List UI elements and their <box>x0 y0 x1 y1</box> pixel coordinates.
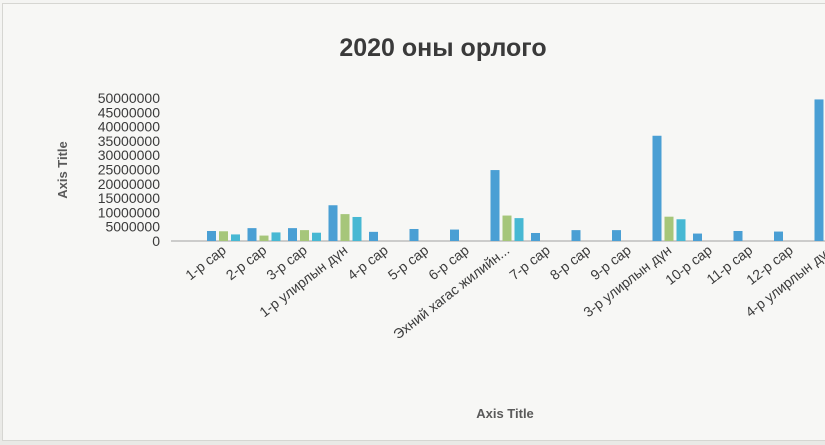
bar-2-series-0 <box>288 228 297 241</box>
bar-11-series-1 <box>664 216 674 241</box>
y-tick-label: 0 <box>152 233 160 249</box>
bar-series-group <box>207 99 824 242</box>
x-tick-label: 2-р сар <box>223 242 270 283</box>
y-axis-ticks: 5000000045000000400000003500000030000000… <box>98 90 161 249</box>
y-tick-label: 25000000 <box>98 162 161 178</box>
bar-12-series-0 <box>693 233 702 241</box>
bar-0-series-0 <box>207 230 216 241</box>
x-tick-label: 7-р сар <box>506 242 553 283</box>
bar-6-series-0 <box>450 229 459 241</box>
bar-0-series-2 <box>231 234 240 241</box>
chart-title: 2020 оны орлого <box>339 34 546 62</box>
bar-15-series-0 <box>814 99 824 242</box>
y-tick-label: 30000000 <box>98 147 161 163</box>
bar-14-series-0 <box>774 231 783 241</box>
bar-7-series-2 <box>514 218 524 241</box>
bar-7-series-0 <box>490 170 500 241</box>
x-tick-label: 5-р сар <box>385 242 432 283</box>
bar-2-series-1 <box>300 230 309 241</box>
y-tick-label: 10000000 <box>98 204 161 220</box>
chart-frame <box>2 3 825 441</box>
bar-3-series-1 <box>340 214 350 241</box>
bar-4-series-0 <box>369 231 378 241</box>
bar-10-series-0 <box>612 230 621 241</box>
x-axis-title: Axis Title <box>476 406 534 421</box>
bar-8-series-0 <box>531 232 540 241</box>
bar-3-series-0 <box>328 205 338 241</box>
bar-5-series-0 <box>409 228 419 241</box>
bar-3-series-2 <box>352 216 362 241</box>
y-tick-label: 45000000 <box>98 104 161 120</box>
bar-7-series-1 <box>502 215 512 241</box>
bar-11-series-2 <box>676 219 686 241</box>
bar-1-series-2 <box>271 232 281 241</box>
bar-1-series-1 <box>259 235 269 241</box>
y-tick-label: 15000000 <box>98 190 161 206</box>
bar-1-series-0 <box>247 228 257 241</box>
bar-0-series-1 <box>219 231 228 241</box>
x-tick-label: 1-р сар <box>182 242 229 283</box>
y-tick-label: 5000000 <box>105 219 160 235</box>
bar-13-series-0 <box>733 230 743 241</box>
x-tick-label: 8-р сар <box>547 242 594 283</box>
bar-11-series-0 <box>652 135 662 241</box>
y-tick-label: 35000000 <box>98 133 161 149</box>
y-tick-label: 40000000 <box>98 119 161 135</box>
y-axis-title: Axis Title <box>55 141 70 199</box>
bar-9-series-0 <box>571 230 581 241</box>
bar-2-series-2 <box>312 232 321 241</box>
x-tick-label: 4-р сар <box>344 242 391 283</box>
y-tick-label: 20000000 <box>98 176 161 192</box>
y-tick-label: 50000000 <box>98 90 161 106</box>
